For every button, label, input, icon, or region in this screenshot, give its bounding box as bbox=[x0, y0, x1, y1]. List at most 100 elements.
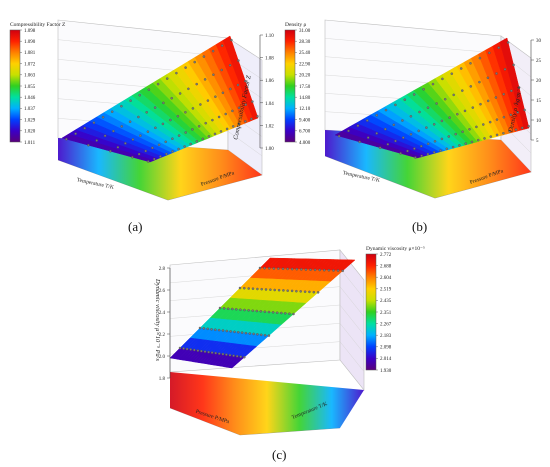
data-point bbox=[461, 130, 464, 133]
data-point bbox=[256, 333, 259, 336]
data-point bbox=[189, 348, 192, 351]
data-point bbox=[264, 288, 268, 291]
colorbar-title: Dynamic viscosity μ×10⁻⁵ bbox=[366, 246, 425, 252]
z-tick-label: 1.8 bbox=[159, 377, 166, 382]
data-point bbox=[402, 136, 405, 139]
floor-contour-map bbox=[58, 138, 262, 200]
data-point bbox=[139, 134, 142, 137]
data-point bbox=[193, 348, 196, 352]
data-point bbox=[244, 79, 247, 83]
data-point bbox=[288, 312, 291, 315]
data-point bbox=[187, 87, 190, 91]
data-point bbox=[454, 132, 457, 136]
data-point bbox=[236, 83, 240, 87]
data-point bbox=[450, 72, 454, 75]
data-point bbox=[409, 115, 413, 118]
colorbar-tick-label: 1.098 bbox=[24, 29, 36, 34]
data-point bbox=[164, 140, 167, 144]
data-point bbox=[489, 135, 493, 138]
data-point bbox=[441, 77, 444, 81]
data-point bbox=[211, 49, 215, 53]
data-point bbox=[231, 125, 235, 128]
data-point bbox=[451, 145, 455, 149]
colorbar-tick-label: 1.046 bbox=[24, 96, 36, 101]
data-point bbox=[243, 355, 246, 359]
data-markers bbox=[337, 41, 530, 159]
data-point bbox=[488, 120, 492, 124]
data-point bbox=[182, 347, 185, 350]
colorbar-tick-label: 1.930 bbox=[380, 369, 392, 374]
data-point bbox=[220, 44, 224, 47]
data-point bbox=[426, 142, 430, 146]
data-point bbox=[280, 311, 283, 315]
floor-contour-map bbox=[170, 372, 364, 435]
data-point bbox=[224, 112, 227, 116]
data-point bbox=[219, 130, 223, 133]
data-point bbox=[463, 109, 467, 113]
data-point bbox=[347, 129, 350, 133]
x-axis-label: Temperature T/K bbox=[76, 177, 114, 191]
data-point bbox=[184, 111, 187, 114]
data-point bbox=[203, 78, 207, 81]
data-point bbox=[295, 289, 298, 293]
data-point bbox=[207, 350, 210, 354]
data-point bbox=[286, 289, 289, 292]
data-point bbox=[263, 310, 267, 313]
data-point bbox=[471, 106, 475, 109]
data-point bbox=[394, 139, 397, 143]
data-point bbox=[138, 93, 141, 97]
data-point bbox=[239, 355, 242, 358]
data-point bbox=[233, 330, 236, 334]
colorbar-tick-label: 2.519 bbox=[380, 288, 392, 293]
colorbar-tick-label: 1.055 bbox=[24, 85, 36, 90]
data-point bbox=[440, 119, 444, 123]
colorbar-title: Density ρ bbox=[285, 22, 306, 28]
data-point bbox=[263, 266, 266, 270]
data-point bbox=[259, 333, 263, 337]
panel-c: 2.8 2.6 2.4 2.2 2.0 1.8 Dynamic viscosity μ×10… bbox=[140, 240, 430, 445]
data-point bbox=[512, 63, 515, 67]
data-point bbox=[146, 160, 150, 163]
colorbar-tick-label: 1.063 bbox=[24, 74, 36, 79]
colorbar-tick-label: 2.772 bbox=[380, 253, 392, 258]
colorbar: Compressibility Factor Z1.098 1.090 1.081 1… bbox=[9, 22, 66, 146]
data-point bbox=[479, 102, 482, 106]
data-point bbox=[203, 350, 207, 353]
data-point bbox=[218, 306, 222, 310]
data-point bbox=[448, 116, 451, 119]
floor-contour-map bbox=[325, 130, 531, 198]
z-tick-label: 2.2 bbox=[159, 333, 166, 338]
data-point bbox=[259, 310, 263, 313]
data-point bbox=[202, 327, 206, 330]
data-point bbox=[478, 56, 482, 60]
colorbar-gradient bbox=[284, 29, 296, 143]
data-point bbox=[248, 332, 252, 335]
z-tick-label: 5 bbox=[536, 139, 539, 144]
data-point bbox=[464, 142, 467, 145]
data-point bbox=[418, 110, 421, 114]
data-point bbox=[502, 131, 505, 135]
data-point bbox=[217, 328, 221, 332]
data-point bbox=[425, 126, 428, 129]
caption-b: (b) bbox=[412, 219, 428, 234]
data-point bbox=[137, 152, 141, 156]
data-point bbox=[478, 80, 481, 84]
data-point bbox=[226, 307, 230, 310]
colorbar-tick-label: 12.10 bbox=[299, 107, 311, 112]
data-point bbox=[272, 267, 276, 270]
colorbar-tick-label: 2.604 bbox=[380, 276, 392, 281]
panel-b: 30 25 20 15 10 5 Density ρ /kg·m⁻³ Temperature … bbox=[275, 0, 550, 240]
data-point bbox=[101, 115, 105, 119]
data-point bbox=[267, 310, 271, 314]
colorbar-tick-label: 17.50 bbox=[299, 85, 311, 90]
z-tick-label: 20 bbox=[536, 79, 542, 84]
data-point bbox=[213, 132, 217, 136]
grid-line bbox=[339, 268, 365, 299]
data-point bbox=[456, 112, 459, 116]
data-point bbox=[426, 106, 430, 109]
data-point bbox=[413, 147, 416, 150]
data-point bbox=[433, 140, 437, 143]
data-point bbox=[211, 118, 214, 122]
data-point bbox=[356, 124, 360, 127]
colorbar-gradient bbox=[9, 29, 21, 143]
